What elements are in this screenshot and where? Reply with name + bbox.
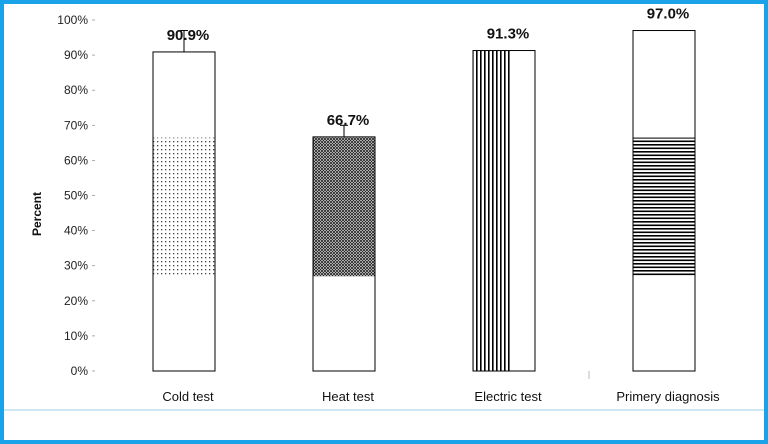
category-label: Heat test [322, 389, 374, 404]
bar-pattern-band [313, 137, 375, 277]
y-tick-label: 60% [64, 153, 88, 167]
bar-outline [472, 50, 536, 372]
data-label: 66.7% [327, 112, 370, 129]
bar-outline [632, 30, 696, 372]
y-tick-label: 100% [57, 13, 88, 27]
category-labels: Cold test Heat test Electric test Primery d… [162, 389, 720, 404]
y-tick-label: 70% [64, 118, 88, 132]
y-tick-label: 30% [64, 259, 88, 273]
y-tick-label: 50% [64, 189, 88, 203]
y-tick-label: 80% [64, 83, 88, 97]
y-tick-label: 20% [64, 294, 88, 308]
data-labels: 90.9% 66.7% 91.3% 97.0% [167, 6, 690, 129]
y-tick-label: 10% [64, 329, 88, 343]
data-label: 90.9% [167, 27, 210, 44]
y-axis-title: Percent [30, 192, 44, 236]
data-label: 91.3% [487, 26, 530, 43]
bars-group [152, 30, 696, 379]
data-label: 97.0% [647, 6, 690, 23]
bar-pattern-band [633, 137, 695, 277]
category-label: Electric test [474, 389, 542, 404]
category-label: Primery diagnosis [616, 389, 720, 404]
y-tick-label: 40% [64, 224, 88, 238]
bar-pattern-band [153, 137, 215, 277]
y-axis-ticks: 0% 10% 20% 30% 40% 50% 60% 70% 80% 90% 100% [57, 13, 95, 378]
bar-chart: Percent 0% 10% 20% 30% 40% 50% 60% 70% 80% 90% 100… [4, 6, 764, 411]
category-label: Cold test [162, 389, 214, 404]
y-tick-label: 0% [71, 364, 89, 378]
y-tick-label: 90% [64, 48, 88, 62]
bar-pattern-band [473, 50, 512, 372]
